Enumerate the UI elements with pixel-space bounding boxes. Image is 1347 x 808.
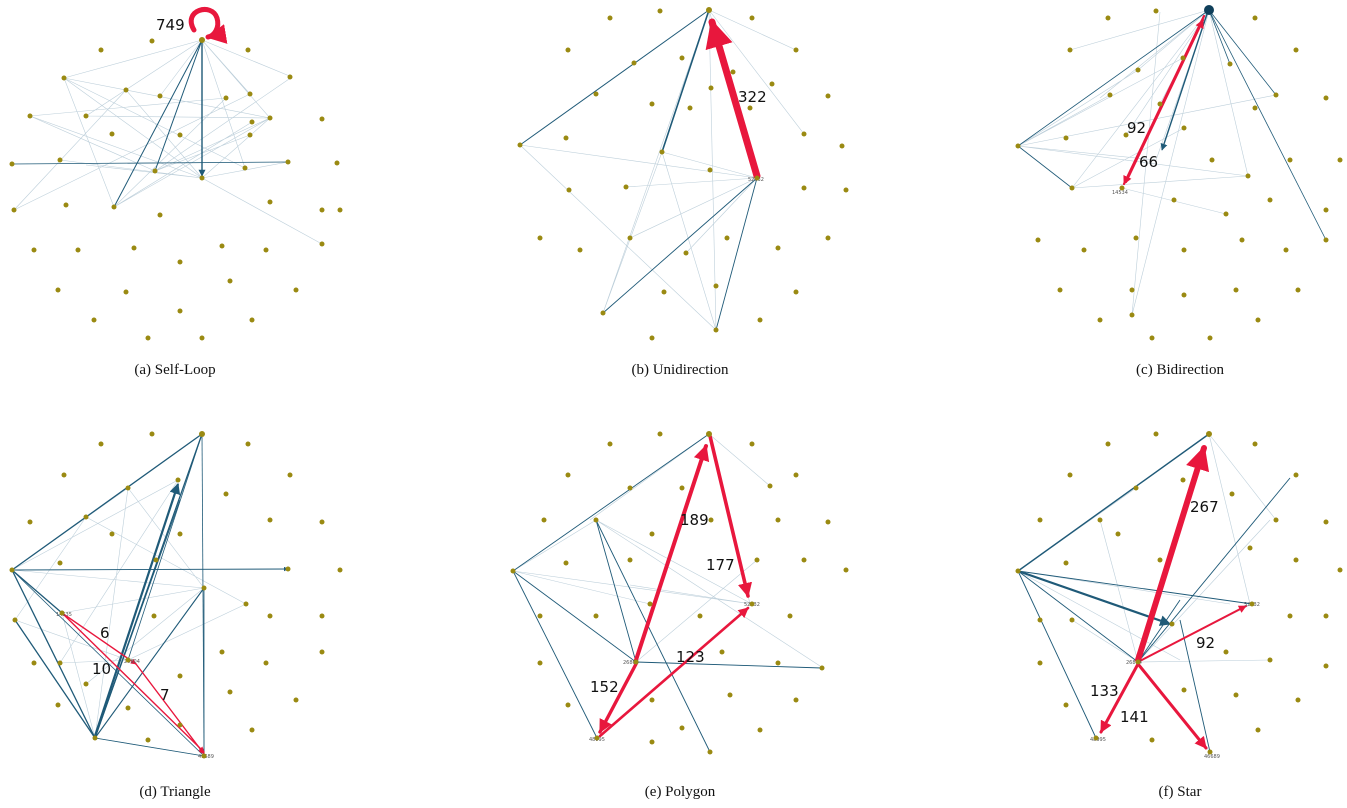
weight-label: 66 [1139,153,1158,171]
caption-bidirection: (c) Bidirection [1136,362,1224,378]
panel-b-nodes [517,7,849,341]
node-label: 14535 [56,612,72,618]
weight-label: 7 [160,686,170,704]
panel-e-faint-edges [512,433,823,753]
weight-label: 92 [1127,119,1146,137]
panel-c-dark-edges [1017,9,1327,241]
panel-a-faint-edges [13,39,323,245]
panel-f-star: 267 92 133 141 52032 26804 48995 46689 [1015,431,1343,760]
weight-label: 123 [676,648,705,666]
node-label: 46689 [1204,754,1220,760]
panel-b-faint-edges [519,9,805,331]
panel-d-dark-edges [11,433,289,757]
panel-a-self-loop: 749 [9,7,343,341]
panel-e-nodes [510,431,849,755]
weight-label: 10 [92,660,111,678]
panel-a-dark-edges [11,39,289,208]
weight-label: 141 [1120,708,1149,726]
panel-b-dark-edges [519,9,758,331]
panel-f-faint-edges [1017,433,1291,753]
panel-f-dark-edges [1017,433,1291,753]
weight-label: 322 [738,88,767,106]
panel-b-unidirection: 322 52032 [517,7,849,341]
weight-label: 92 [1196,634,1215,652]
panel-a-nodes [9,37,343,341]
weight-label: 267 [1190,498,1219,516]
node-label: 48995 [1090,737,1106,743]
node-label: 26804 [623,660,639,666]
panel-f-nodes [1015,431,1343,755]
weight-label: 133 [1090,682,1119,700]
panel-e-polygon: 189 177 123 152 52032 26804 48995 [510,431,849,755]
node-label: 26804 [1126,660,1142,666]
caption-triangle: (d) Triangle [139,784,211,800]
weight-label: 6 [100,624,110,642]
caption-unidirection: (b) Unidirection [631,362,729,378]
panel-c-highlight-edges [1122,14,1206,186]
weight-label: 749 [156,16,185,34]
panel-c-bidirection: 92 66 14534 [1015,5,1343,341]
panel-a-self-loop-edge [188,7,228,44]
node-label: 14534 [1112,190,1128,196]
weight-label: 189 [680,511,709,529]
panel-b-highlight-edge [705,18,761,180]
panel-d-triangle: 6 10 7 14535 26804 46689 [9,431,343,760]
caption-self-loop: (a) Self-Loop [134,362,216,378]
panel-c-nodes [1015,5,1343,341]
panel-d-highlight-edges [61,612,205,755]
caption-star: (f) Star [1158,784,1202,800]
panel-d-nodes [9,431,343,759]
panel-e-dark-edges [512,433,823,753]
caption-polygon: (e) Polygon [644,784,716,800]
weight-label: 152 [590,678,619,696]
weight-label: 177 [706,556,735,574]
panel-f-highlight-edges [1099,445,1247,750]
panel-e-highlight-edges [598,434,753,738]
node-label: 26804 [124,659,140,665]
